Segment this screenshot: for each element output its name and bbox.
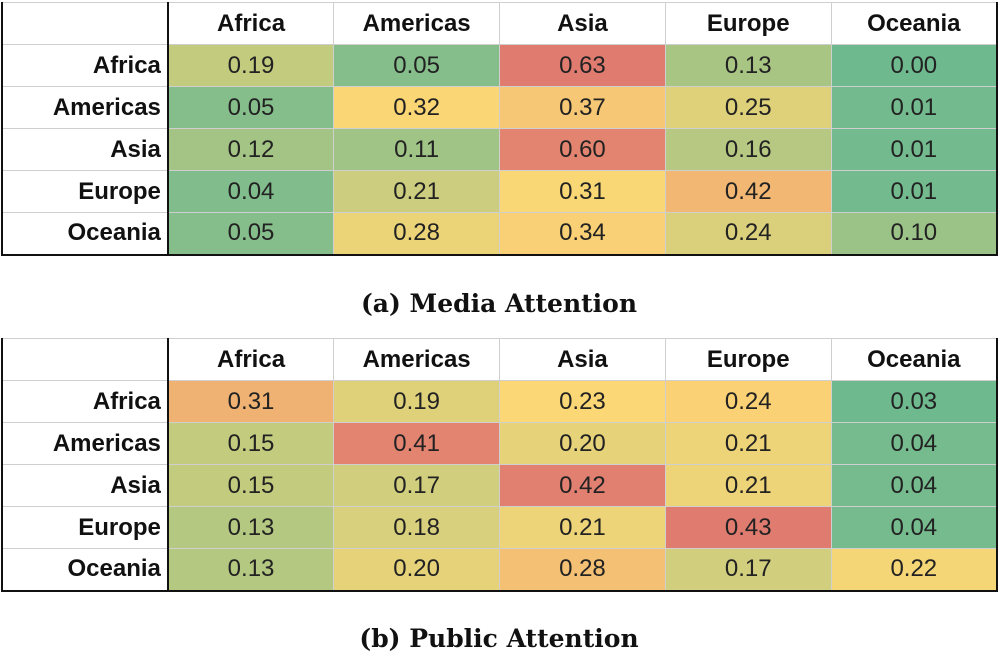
corner-cell <box>1 338 169 381</box>
row-header-americas: Americas <box>1 422 169 465</box>
heatmap-cell: 0.12 <box>167 128 335 171</box>
heatmap-cell: 0.05 <box>333 44 501 87</box>
heatmap-cell: 0.15 <box>167 422 335 465</box>
heatmap-cell: 0.42 <box>664 170 832 213</box>
heatmap-cell: 0.22 <box>830 548 998 592</box>
heatmap-cell: 0.05 <box>167 212 335 256</box>
heatmap-cell: 0.11 <box>333 128 501 171</box>
table-row: Africa 0.31 0.19 0.23 0.24 0.03 <box>1 380 998 423</box>
heatmap-cell: 0.21 <box>499 506 666 549</box>
media-attention-heatmap: Africa Americas Asia Europe Oceania Africa 0.1… <box>1 2 998 256</box>
row-header-africa: Africa <box>1 380 169 423</box>
heatmap-cell: 0.18 <box>333 506 501 549</box>
heatmap-cell: 0.10 <box>830 212 998 256</box>
heatmap-cell: 0.24 <box>664 380 832 423</box>
row-header-africa: Africa <box>1 44 169 87</box>
row-header-europe: Europe <box>1 506 169 549</box>
heatmap-cell: 0.00 <box>830 44 998 87</box>
corner-cell <box>1 2 169 45</box>
column-header-europe: Europe <box>664 338 832 381</box>
heatmap-cell: 0.13 <box>167 506 335 549</box>
heatmap-cell: 0.19 <box>167 44 335 87</box>
heatmap-cell: 0.04 <box>830 422 998 465</box>
table-row: Europe 0.04 0.21 0.31 0.42 0.01 <box>1 170 998 213</box>
row-header-asia: Asia <box>1 464 169 507</box>
table-row: Asia 0.15 0.17 0.42 0.21 0.04 <box>1 464 998 507</box>
heatmap-cell: 0.25 <box>664 86 832 129</box>
heatmap-cell: 0.28 <box>333 212 501 256</box>
heatmap-cell: 0.15 <box>167 464 335 507</box>
header-row: Africa Americas Asia Europe Oceania <box>1 2 998 45</box>
heatmap-cell: 0.20 <box>333 548 501 592</box>
heatmap-cell: 0.03 <box>830 380 998 423</box>
column-header-americas: Americas <box>333 2 501 45</box>
heatmap-cell: 0.13 <box>664 44 832 87</box>
heatmap-cell: 0.17 <box>333 464 501 507</box>
row-header-oceania: Oceania <box>1 212 169 256</box>
heatmap-cell: 0.21 <box>664 464 832 507</box>
heatmap-cell: 0.31 <box>499 170 666 213</box>
heatmap-cell: 0.23 <box>499 380 666 423</box>
table-row: Oceania 0.05 0.28 0.34 0.24 0.10 <box>1 212 998 256</box>
column-header-africa: Africa <box>167 338 335 381</box>
heatmap-cell: 0.41 <box>333 422 501 465</box>
table-row: Europe 0.13 0.18 0.21 0.43 0.04 <box>1 506 998 549</box>
heatmap-cell: 0.13 <box>167 548 335 592</box>
heatmap-cell: 0.34 <box>499 212 666 256</box>
table-row: Americas 0.05 0.32 0.37 0.25 0.01 <box>1 86 998 129</box>
column-header-asia: Asia <box>499 2 666 45</box>
heatmap-cell: 0.01 <box>830 170 998 213</box>
heatmap-cell: 0.28 <box>499 548 666 592</box>
public-attention-caption: (b) Public Attention <box>359 624 639 653</box>
heatmap-cell: 0.04 <box>830 506 998 549</box>
row-header-europe: Europe <box>1 170 169 213</box>
heatmap-cell: 0.01 <box>830 86 998 129</box>
row-header-asia: Asia <box>1 128 169 171</box>
heatmap-cell: 0.17 <box>664 548 832 592</box>
heatmap-cell: 0.60 <box>499 128 666 171</box>
heatmap-cell: 0.20 <box>499 422 666 465</box>
heatmap-cell: 0.04 <box>830 464 998 507</box>
media-attention-caption: (a) Media Attention <box>360 289 638 318</box>
heatmap-cell: 0.01 <box>830 128 998 171</box>
row-header-americas: Americas <box>1 86 169 129</box>
heatmap-cell: 0.42 <box>499 464 666 507</box>
heatmap-cell: 0.21 <box>664 422 832 465</box>
heatmap-cell: 0.63 <box>499 44 666 87</box>
heatmap-cell: 0.43 <box>664 506 832 549</box>
heatmap-cell: 0.05 <box>167 86 335 129</box>
heatmap-cell: 0.37 <box>499 86 666 129</box>
table-row: Oceania 0.13 0.20 0.28 0.17 0.22 <box>1 548 998 592</box>
table-row: Asia 0.12 0.11 0.60 0.16 0.01 <box>1 128 998 171</box>
heatmap-cell: 0.24 <box>664 212 832 256</box>
row-header-oceania: Oceania <box>1 548 169 592</box>
column-header-europe: Europe <box>664 2 832 45</box>
table-row: Africa 0.19 0.05 0.63 0.13 0.00 <box>1 44 998 87</box>
public-attention-heatmap: Africa Americas Asia Europe Oceania Africa 0.3… <box>1 338 998 592</box>
table-row: Americas 0.15 0.41 0.20 0.21 0.04 <box>1 422 998 465</box>
heatmap-cell: 0.19 <box>333 380 501 423</box>
heatmap-cell: 0.31 <box>167 380 335 423</box>
heatmap-cell: 0.16 <box>664 128 832 171</box>
heatmap-cell: 0.32 <box>333 86 501 129</box>
column-header-americas: Americas <box>333 338 501 381</box>
header-row: Africa Americas Asia Europe Oceania <box>1 338 998 381</box>
column-header-asia: Asia <box>499 338 666 381</box>
column-header-oceania: Oceania <box>830 2 998 45</box>
heatmap-cell: 0.21 <box>333 170 501 213</box>
column-header-africa: Africa <box>167 2 335 45</box>
heatmap-cell: 0.04 <box>167 170 335 213</box>
column-header-oceania: Oceania <box>830 338 998 381</box>
